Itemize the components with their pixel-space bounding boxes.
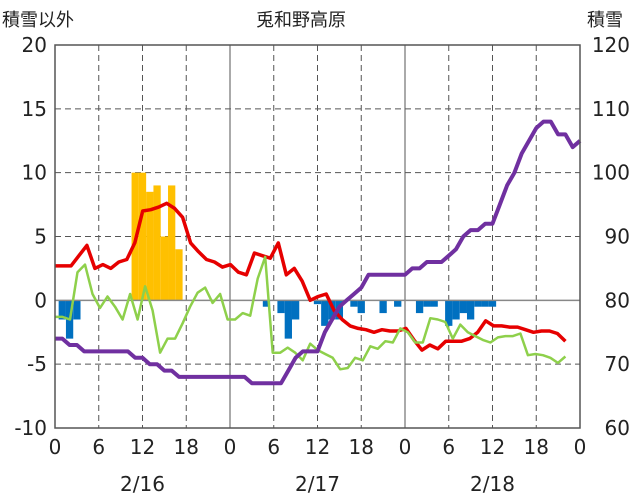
x-tick-label: 0 [49,435,62,459]
date-label: 2/18 [470,472,515,496]
bar [430,300,438,307]
bar [73,300,81,320]
y-left-tick-label: 0 [34,288,47,312]
bar [350,300,358,307]
series-line [55,119,582,386]
y-right-tick-label: 80 [605,288,630,312]
bar [175,249,183,301]
plot-frame [54,44,581,429]
x-tick-label: 6 [267,435,280,459]
y-right-tick-label: 90 [605,225,630,249]
y-right-tick-label: 70 [605,352,630,376]
bar [415,300,424,314]
bar [445,300,453,326]
y-left-tick-label: -5 [27,352,47,376]
bar [481,300,489,307]
bar [474,300,482,307]
series-line [55,201,567,352]
series-line [55,255,567,371]
bar [58,300,66,320]
x-tick-label: 6 [442,435,455,459]
bar [138,172,147,301]
bar [466,300,475,320]
x-tick-label: 12 [305,435,330,459]
bar [357,300,365,314]
y-left-tick-label: 20 [22,33,47,57]
bar [379,300,387,314]
bar [321,300,329,326]
date-label: 2/16 [120,472,165,496]
y-right-tick-label: 110 [592,97,630,121]
date-label: 2/17 [295,472,340,496]
x-tick-label: 0 [224,435,237,459]
y-right-tick-label: 100 [592,161,630,185]
bar [313,300,322,305]
bar [153,185,161,301]
x-tick-label: 18 [524,435,549,459]
bar [168,185,176,301]
bar [284,300,292,339]
y-left-tick-label: 15 [22,97,47,121]
x-tick-label: 18 [174,435,199,459]
x-tick-label: 0 [574,435,587,459]
y-left-tick-label: 10 [22,161,47,185]
bar [452,300,460,320]
y-right-tick-label: 120 [592,33,630,57]
left-axis-label: 積雪以外 [2,10,74,31]
y-left-tick-label: 5 [34,225,47,249]
bar [459,300,467,314]
y-right-tick-label: 60 [605,416,630,440]
bar [160,236,169,301]
bar [262,300,271,307]
x-tick-label: 6 [92,435,105,459]
x-tick-label: 18 [349,435,374,459]
right-axis-label: 積雪 [587,10,623,31]
chart-title: 兎和野高原 [256,10,346,31]
x-tick-label: 12 [130,435,155,459]
y-left-tick-label: -10 [14,416,47,440]
bar [291,300,300,320]
bar [488,300,497,307]
bar [423,300,431,307]
bar [146,191,154,301]
x-tick-label: 0 [399,435,412,459]
bar [394,300,402,307]
x-tick-label: 12 [480,435,505,459]
bar [277,300,285,314]
